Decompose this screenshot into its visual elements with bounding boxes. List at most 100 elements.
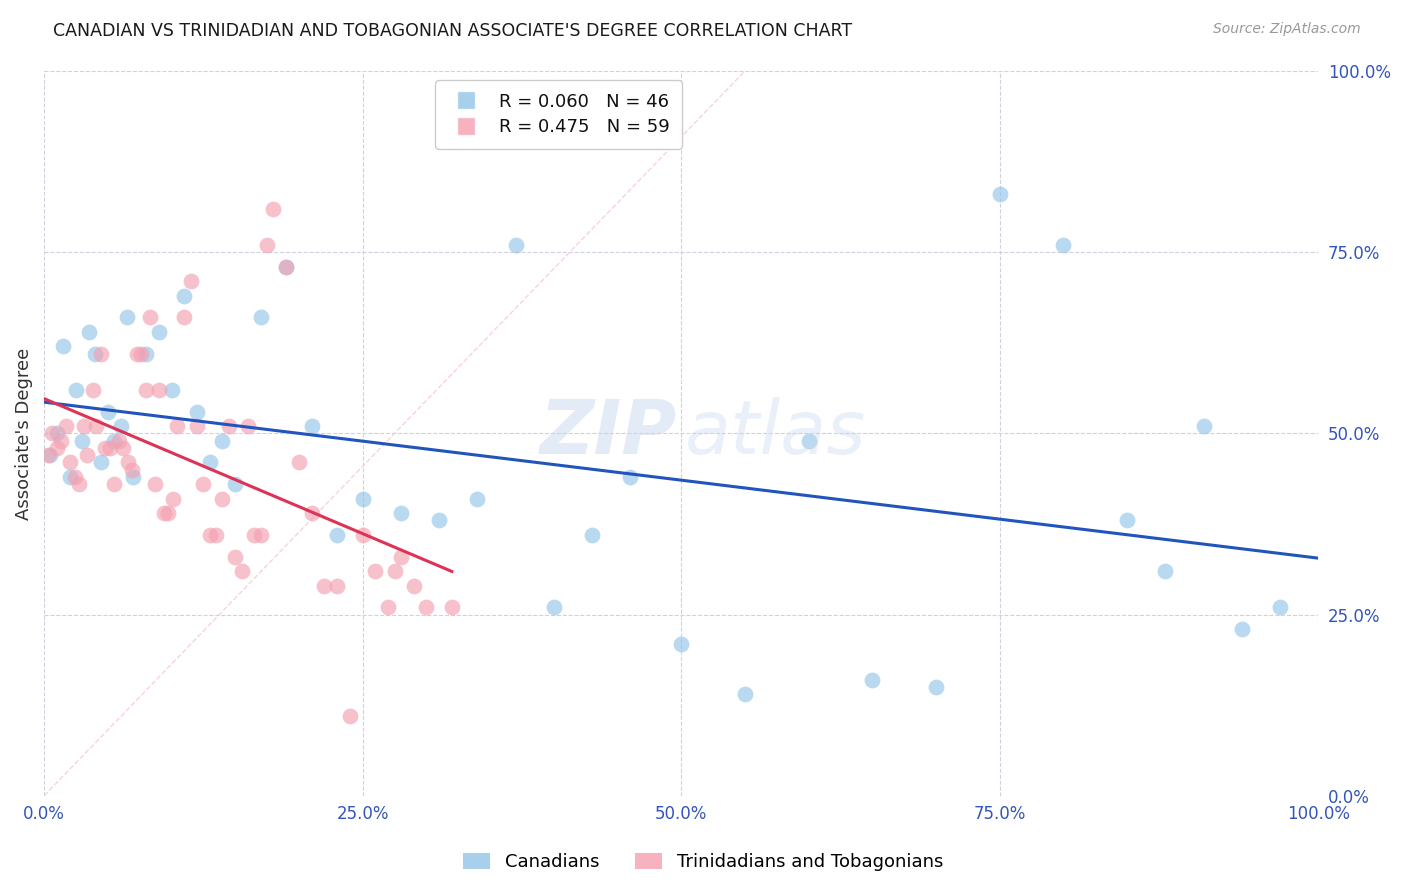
Point xyxy=(1192,419,1215,434)
Point xyxy=(276,260,298,274)
Point xyxy=(440,600,463,615)
Point xyxy=(97,405,120,419)
Point xyxy=(65,383,87,397)
Point xyxy=(543,600,565,615)
Point xyxy=(180,274,202,288)
Legend: Canadians, Trinidadians and Tobagonians: Canadians, Trinidadians and Tobagonians xyxy=(456,846,950,879)
Point xyxy=(58,470,80,484)
Point xyxy=(326,528,349,542)
Point xyxy=(153,506,176,520)
Point xyxy=(465,491,488,506)
Point xyxy=(58,455,80,469)
Point xyxy=(129,347,152,361)
Y-axis label: Associate's Degree: Associate's Degree xyxy=(15,347,32,519)
Text: atlas: atlas xyxy=(685,398,866,469)
Point xyxy=(37,448,59,462)
Point xyxy=(1154,564,1177,578)
Legend: R = 0.060   N = 46, R = 0.475   N = 59: R = 0.060 N = 46, R = 0.475 N = 59 xyxy=(436,80,682,149)
Point xyxy=(86,419,108,434)
Point xyxy=(988,187,1011,202)
Point xyxy=(67,477,90,491)
Point xyxy=(162,491,184,506)
Point xyxy=(115,310,138,325)
Point xyxy=(243,528,266,542)
Point xyxy=(415,600,437,615)
Point xyxy=(364,564,387,578)
Point xyxy=(619,470,641,484)
Point xyxy=(103,434,125,448)
Point xyxy=(84,347,107,361)
Point xyxy=(117,455,139,469)
Point xyxy=(211,491,233,506)
Point xyxy=(925,680,948,694)
Point xyxy=(288,455,311,469)
Point xyxy=(1116,513,1139,527)
Point xyxy=(76,448,98,462)
Point xyxy=(224,477,246,491)
Point xyxy=(198,455,221,469)
Point xyxy=(249,310,271,325)
Point xyxy=(224,549,246,564)
Point xyxy=(90,455,112,469)
Point xyxy=(160,383,183,397)
Point xyxy=(231,564,253,578)
Point xyxy=(186,419,208,434)
Point xyxy=(135,347,157,361)
Point xyxy=(90,347,112,361)
Point xyxy=(139,310,162,325)
Point xyxy=(186,405,208,419)
Point xyxy=(797,434,820,448)
Point xyxy=(377,600,399,615)
Point xyxy=(402,578,425,592)
Point xyxy=(148,325,170,339)
Text: CANADIAN VS TRINIDADIAN AND TOBAGONIAN ASSOCIATE'S DEGREE CORRELATION CHART: CANADIAN VS TRINIDADIAN AND TOBAGONIAN A… xyxy=(53,22,852,40)
Point xyxy=(276,260,298,274)
Point xyxy=(301,419,323,434)
Point xyxy=(193,477,215,491)
Point xyxy=(205,528,228,542)
Point xyxy=(1268,600,1291,615)
Point xyxy=(156,506,179,520)
Point xyxy=(256,238,278,252)
Point xyxy=(262,202,284,216)
Point xyxy=(339,709,361,723)
Point xyxy=(198,528,221,542)
Point xyxy=(326,578,349,592)
Point xyxy=(103,477,125,491)
Point xyxy=(72,419,94,434)
Point xyxy=(127,347,149,361)
Point xyxy=(352,491,374,506)
Point xyxy=(384,564,406,578)
Point xyxy=(112,441,135,455)
Point xyxy=(148,383,170,397)
Text: Source: ZipAtlas.com: Source: ZipAtlas.com xyxy=(1213,22,1361,37)
Point xyxy=(45,441,67,455)
Point xyxy=(55,419,77,434)
Point xyxy=(581,528,603,542)
Point xyxy=(49,434,72,448)
Point xyxy=(108,434,131,448)
Point xyxy=(505,238,527,252)
Point xyxy=(135,383,157,397)
Point xyxy=(52,339,75,353)
Point xyxy=(39,448,62,462)
Point xyxy=(98,441,121,455)
Point xyxy=(72,434,94,448)
Point xyxy=(352,528,374,542)
Point xyxy=(218,419,240,434)
Point xyxy=(166,419,188,434)
Point xyxy=(77,325,100,339)
Point xyxy=(427,513,450,527)
Point xyxy=(1230,622,1253,636)
Point xyxy=(173,289,195,303)
Point xyxy=(669,636,692,650)
Point xyxy=(389,506,412,520)
Point xyxy=(301,506,323,520)
Point xyxy=(211,434,233,448)
Point xyxy=(860,673,883,687)
Point xyxy=(143,477,166,491)
Point xyxy=(314,578,336,592)
Point xyxy=(734,687,756,701)
Point xyxy=(122,470,145,484)
Point xyxy=(121,463,143,477)
